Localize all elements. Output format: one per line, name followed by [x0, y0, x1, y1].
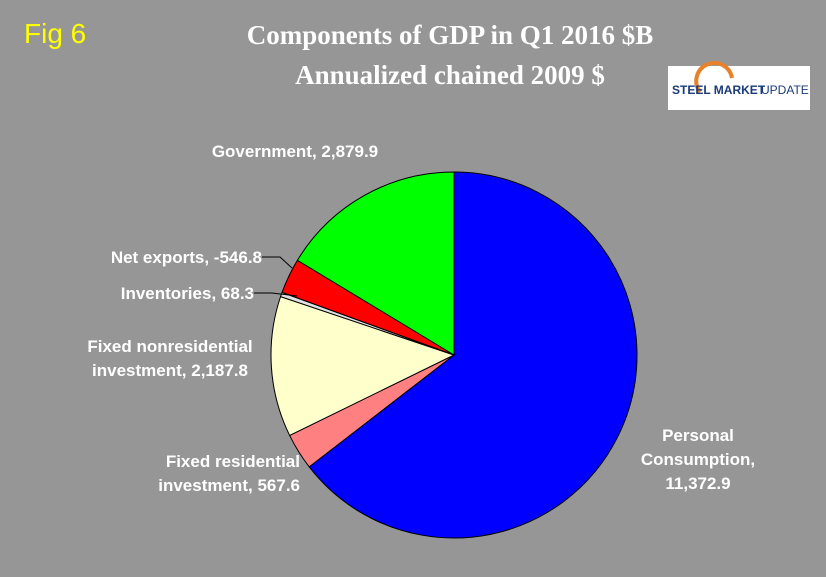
- logo-swoosh: [694, 61, 734, 94]
- label-value: 2,187.8: [191, 361, 248, 380]
- leader-line: [262, 256, 293, 269]
- pie-slice: [308, 171, 638, 539]
- fig-label: Fig 6: [24, 18, 87, 49]
- leader-lines: [254, 256, 298, 297]
- data-label: Government, 2,879.9: [210, 140, 380, 164]
- label-name: Government,: [211, 142, 317, 161]
- pie-slice: [296, 171, 455, 356]
- data-label: Net exports, -546.8: [40, 246, 262, 270]
- label-value: 567.6: [257, 476, 300, 495]
- leader-line: [254, 292, 298, 297]
- label-name: Net exports,: [110, 248, 210, 267]
- chart-title: Components of GDP in Q1 2016 $B: [246, 20, 654, 50]
- label-name: Personal Consumption,: [640, 426, 756, 469]
- data-label: Fixed nonresidential investment, 2,187.8: [60, 335, 280, 383]
- label-name: Inventories,: [120, 284, 217, 303]
- logo-box: [668, 66, 810, 110]
- label-value: 68.3: [220, 284, 254, 303]
- logo-suffix: UPDATE: [761, 83, 809, 97]
- label-value: 2,879.9: [321, 142, 379, 161]
- label-value: 11,372.9: [665, 474, 731, 493]
- pie: [270, 171, 638, 539]
- label-value: -546.8: [213, 248, 262, 267]
- label-name: Fixed nonresidential investment,: [87, 337, 253, 380]
- pie-slice: [270, 295, 456, 437]
- label-name: Fixed residential investment,: [158, 452, 300, 495]
- data-label: Personal Consumption, 11,372.9: [628, 424, 768, 496]
- logo-brand: STEEL MARKET: [672, 83, 766, 97]
- chart-subtitle: Annualized chained 2009 $: [295, 60, 605, 90]
- data-label: Fixed residential investment, 567.6: [110, 450, 300, 498]
- data-label: Inventories, 68.3: [60, 282, 254, 306]
